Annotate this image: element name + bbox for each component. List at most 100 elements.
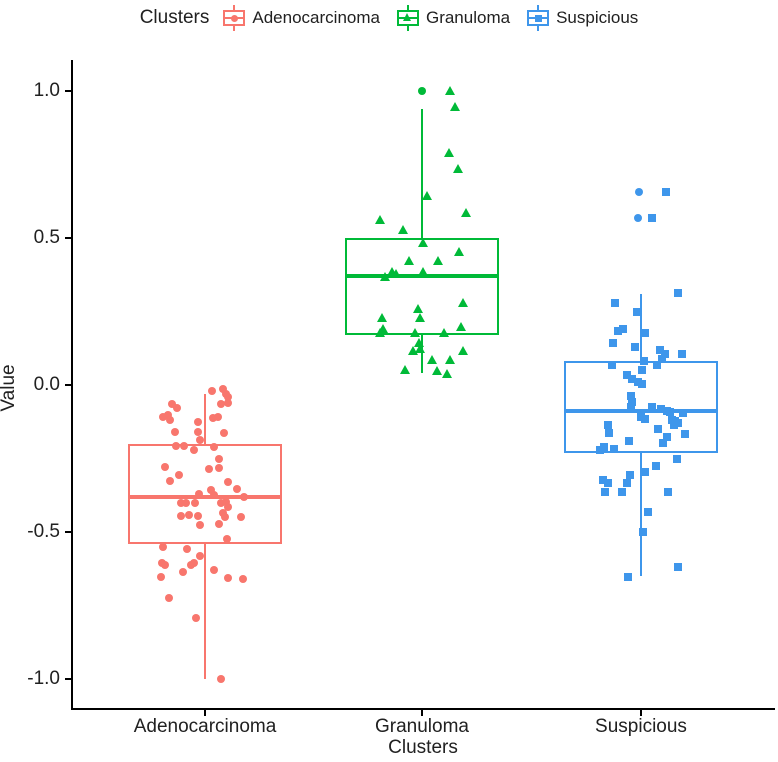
data-point xyxy=(224,478,232,487)
data-point xyxy=(196,520,204,529)
data-point xyxy=(433,255,443,265)
legend-item: Granuloma xyxy=(396,5,510,31)
data-point xyxy=(190,558,198,567)
legend-items: Adenocarcinoma Granuloma Suspicious xyxy=(218,5,638,31)
data-point xyxy=(648,214,656,222)
data-point xyxy=(217,400,225,409)
boxplot-key-icon xyxy=(527,5,550,31)
data-point xyxy=(605,428,613,437)
data-point xyxy=(377,312,387,322)
data-point xyxy=(663,433,671,442)
data-point xyxy=(215,520,223,529)
y-axis-line xyxy=(71,60,73,710)
data-point xyxy=(458,297,468,307)
legend-item-label: Adenocarcinoma xyxy=(252,8,380,27)
data-point xyxy=(604,478,612,487)
y-tick-mark xyxy=(65,90,71,92)
data-point xyxy=(159,413,167,422)
data-point xyxy=(653,361,661,369)
data-point xyxy=(215,455,223,464)
data-point xyxy=(678,350,686,359)
data-point xyxy=(656,346,664,354)
data-point xyxy=(224,398,232,407)
y-tick-mark xyxy=(65,384,71,386)
data-point xyxy=(183,545,191,554)
data-point xyxy=(661,350,669,359)
data-point xyxy=(398,225,408,235)
data-point xyxy=(196,435,204,444)
data-point xyxy=(418,267,428,277)
data-point xyxy=(641,468,649,477)
data-point xyxy=(177,498,185,507)
data-point xyxy=(600,443,608,452)
boxplot-key-icon xyxy=(223,5,246,31)
data-point xyxy=(657,405,665,414)
data-point xyxy=(681,430,689,439)
data-point xyxy=(596,445,604,454)
data-point xyxy=(422,190,432,200)
boxplot-median xyxy=(345,274,499,279)
data-point xyxy=(196,552,204,561)
data-point xyxy=(165,593,173,602)
data-point xyxy=(166,415,174,424)
data-point xyxy=(415,344,425,354)
x-category-label: Granuloma xyxy=(375,716,469,737)
data-point xyxy=(221,513,229,521)
data-point xyxy=(638,366,646,374)
data-point xyxy=(207,485,215,494)
data-point xyxy=(194,418,202,427)
x-category-label: Adenocarcinoma xyxy=(133,716,277,737)
data-point xyxy=(634,214,642,222)
data-point xyxy=(157,572,165,581)
data-point xyxy=(652,462,660,471)
data-point xyxy=(205,465,213,474)
data-point xyxy=(182,498,190,507)
x-axis-line xyxy=(71,708,775,710)
data-point xyxy=(458,345,468,355)
data-point xyxy=(445,86,455,95)
data-point xyxy=(432,365,442,375)
boxplot-whisker-upper xyxy=(204,393,206,444)
data-point xyxy=(611,298,619,307)
y-tick-label: -0.5 xyxy=(27,521,60,542)
data-point xyxy=(427,355,437,364)
boxplot-key-icon xyxy=(396,5,419,31)
data-point xyxy=(418,237,428,247)
data-point xyxy=(194,512,202,521)
data-point xyxy=(391,268,401,278)
data-point xyxy=(418,87,426,95)
data-point xyxy=(224,573,232,582)
data-point xyxy=(662,188,670,197)
boxplot-whisker-lower xyxy=(640,452,642,577)
boxplot-whisker-upper xyxy=(640,293,642,362)
data-point xyxy=(190,445,198,454)
data-point xyxy=(179,567,187,576)
boxplot-whisker-lower xyxy=(421,335,423,374)
boxplot-whisker-upper xyxy=(421,108,423,238)
data-point xyxy=(639,528,647,536)
data-point xyxy=(638,380,646,389)
data-point xyxy=(633,308,641,317)
data-point xyxy=(210,490,218,499)
data-point xyxy=(159,542,167,551)
data-point xyxy=(442,369,452,379)
data-point xyxy=(161,463,169,472)
data-point xyxy=(456,322,466,332)
data-point xyxy=(222,498,230,506)
data-point xyxy=(375,215,385,225)
data-point xyxy=(609,338,617,347)
data-point xyxy=(177,512,185,521)
square-icon xyxy=(534,14,542,22)
data-point xyxy=(641,328,649,337)
data-point xyxy=(215,463,223,472)
data-point xyxy=(454,247,464,257)
data-point xyxy=(239,575,247,584)
x-category-label: Suspicious xyxy=(595,716,687,737)
data-point xyxy=(461,208,471,217)
data-point xyxy=(644,508,652,516)
data-point xyxy=(415,312,425,322)
boxplot-box xyxy=(564,361,718,453)
data-point xyxy=(610,445,618,454)
y-tick-mark xyxy=(65,237,71,239)
y-tick-label: 0.5 xyxy=(33,227,60,248)
